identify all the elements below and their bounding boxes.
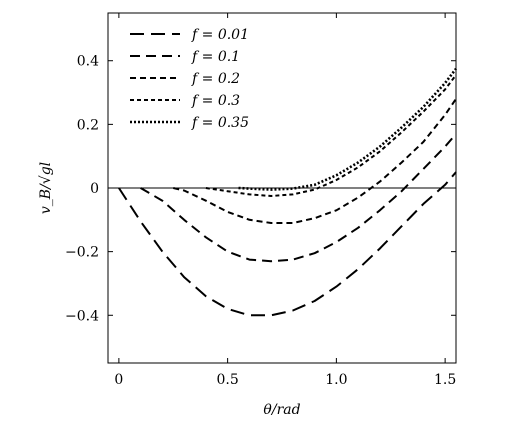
legend: f = 0.01 f = 0.1 f = 0.2 f = 0.3 f = 0.35 bbox=[130, 27, 249, 131]
y-axis-label: v_B/√gl bbox=[38, 162, 54, 214]
series-line-4 bbox=[205, 74, 457, 197]
legend-label-3: f = 0.2 bbox=[191, 71, 240, 87]
series-line-3 bbox=[173, 98, 457, 224]
legend-label-4: f = 0.3 bbox=[191, 93, 240, 109]
series-line-5 bbox=[238, 67, 458, 191]
y-tick-label: 0 bbox=[90, 181, 99, 197]
y-tick-label: 0.2 bbox=[77, 117, 99, 133]
y-tick-label: 0.4 bbox=[77, 54, 99, 70]
y-tick-label: −0.2 bbox=[65, 245, 99, 261]
legend-label-2: f = 0.1 bbox=[191, 49, 240, 65]
x-tick-label: 1.5 bbox=[434, 372, 456, 388]
series-line-2 bbox=[140, 133, 457, 263]
series-line-1 bbox=[118, 171, 457, 317]
y-axis-label-group: v_B/√gl bbox=[38, 162, 54, 214]
x-tick-label: 1.0 bbox=[325, 372, 347, 388]
x-tick-label: 0.5 bbox=[216, 372, 238, 388]
legend-label-1: f = 0.01 bbox=[191, 27, 249, 43]
x-axis-label: θ/rad bbox=[263, 402, 300, 418]
x-tick-label: 0 bbox=[114, 372, 123, 388]
legend-label-5: f = 0.35 bbox=[191, 115, 249, 131]
series-layer bbox=[118, 67, 458, 317]
y-tick-label: −0.4 bbox=[65, 308, 99, 324]
x-axis-ticks: 0 0.5 1.0 1.5 bbox=[114, 13, 456, 388]
y-axis-ticks: −0.4 −0.2 0 0.2 0.4 bbox=[65, 54, 456, 324]
